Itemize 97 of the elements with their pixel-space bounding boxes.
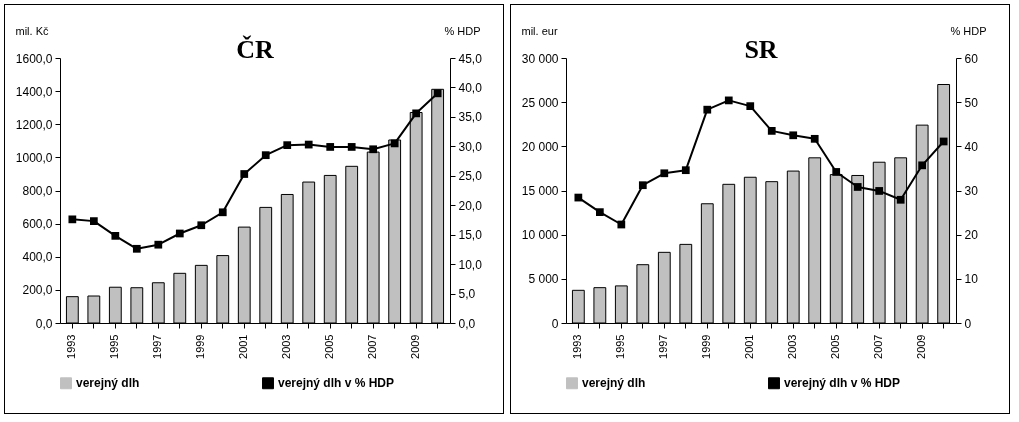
x-tick-label: 2001: [237, 334, 250, 359]
point: [724, 96, 733, 105]
y-tick-label: 5 000: [528, 272, 559, 287]
x-tick-label: 1997: [151, 334, 164, 359]
y-tick-label: 0: [551, 316, 559, 331]
x-tick-label: 1999: [194, 334, 207, 359]
point: [939, 137, 948, 146]
point: [810, 134, 819, 143]
point: [875, 187, 884, 195]
y2-tick-label: 20: [964, 228, 979, 243]
point: [326, 143, 335, 151]
y-tick-label: 25 000: [521, 95, 559, 110]
point: [283, 141, 292, 150]
y2-axis-title: % HDP: [444, 24, 481, 37]
point: [617, 220, 626, 229]
y-tick-label: 10 000: [521, 228, 559, 243]
point: [390, 139, 399, 148]
x-tick-label: 1993: [571, 334, 584, 359]
y-tick-label: 800,0: [22, 184, 53, 198]
y2-tick-label: 25,0: [458, 169, 483, 184]
x-tick-label: 1999: [700, 334, 713, 359]
y-tick-label: 1200,0: [15, 117, 53, 132]
x-tick-label: 1997: [657, 334, 670, 359]
x-tick-label: 1995: [108, 334, 121, 359]
x-tick-label: 2001: [743, 334, 756, 359]
x-tick-label: 2003: [280, 334, 293, 359]
x-tick-label: 2007: [366, 334, 379, 359]
y2-tick-label: 10,0: [458, 257, 483, 272]
point: [767, 127, 776, 135]
legend-label: verejný dlh v % HDP: [278, 376, 395, 391]
y-tick-label: 1400,0: [15, 84, 53, 99]
x-tick-label: 2009: [915, 334, 928, 359]
x-tick-label: 1993: [65, 334, 78, 359]
y-tick-label: 200,0: [22, 283, 53, 298]
point: [918, 161, 927, 170]
y2-tick-label: 30,0: [458, 139, 483, 154]
x-tick-label: 1995: [614, 334, 627, 359]
y2-tick-label: 0: [964, 316, 972, 331]
y2-tick-label: 10: [964, 272, 979, 287]
y2-tick-label: 40: [964, 139, 979, 154]
x-tick-label: 2005: [829, 334, 842, 359]
y-tick-label: 600,0: [22, 217, 53, 232]
y2-tick-label: 35,0: [458, 110, 483, 125]
y2-tick-label: 15,0: [458, 228, 483, 243]
point: [261, 151, 270, 160]
point: [412, 109, 421, 118]
point: [68, 215, 77, 224]
point: [638, 181, 647, 190]
x-tick-label: 2003: [786, 334, 799, 359]
y2-tick-label: 30: [964, 184, 979, 198]
point: [197, 221, 206, 230]
point: [746, 102, 755, 111]
point: [218, 208, 227, 217]
y-axis-title: mil. eur: [521, 24, 558, 37]
y2-tick-label: 0,0: [458, 316, 476, 331]
x-tick-label: 2007: [872, 334, 885, 359]
y-tick-label: 30 000: [521, 51, 559, 66]
y-tick-label: 15 000: [521, 184, 559, 198]
point: [832, 168, 841, 176]
chart-title: SR: [744, 35, 778, 64]
point: [896, 195, 905, 204]
y-tick-label: 400,0: [22, 250, 53, 265]
point: [595, 208, 604, 217]
point: [853, 183, 862, 191]
y2-tick-label: 5,0: [458, 287, 476, 302]
y2-axis-title: % HDP: [950, 24, 987, 37]
point: [132, 244, 141, 253]
point: [789, 131, 798, 140]
point: [347, 143, 356, 151]
y2-tick-label: 45,0: [458, 51, 483, 66]
legend-label: verejný dlh: [582, 376, 646, 391]
y-tick-label: 1600,0: [15, 51, 53, 66]
y2-tick-label: 60: [964, 51, 979, 66]
legend-label: verejný dlh v % HDP: [784, 376, 901, 391]
point: [175, 229, 184, 238]
point: [89, 217, 98, 225]
point: [240, 170, 249, 178]
legend-label: verejný dlh: [76, 376, 140, 391]
y2-tick-label: 40,0: [458, 80, 483, 95]
point: [304, 140, 313, 149]
point: [433, 89, 442, 98]
y-axis-title: mil. Kč: [15, 24, 49, 37]
point: [660, 169, 669, 178]
x-tick-label: 2009: [409, 334, 422, 359]
chart-title: ČR: [236, 35, 274, 64]
point: [574, 193, 583, 202]
y-tick-label: 20 000: [521, 139, 559, 154]
x-tick-label: 2005: [323, 334, 336, 359]
point: [369, 145, 378, 154]
y2-tick-label: 20,0: [458, 198, 483, 213]
point: [703, 105, 712, 114]
point: [154, 240, 163, 249]
y-tick-label: 0,0: [35, 316, 53, 331]
point: [111, 231, 120, 240]
y2-tick-label: 50: [964, 95, 979, 110]
point: [681, 166, 690, 175]
y-tick-label: 1000,0: [15, 150, 53, 165]
